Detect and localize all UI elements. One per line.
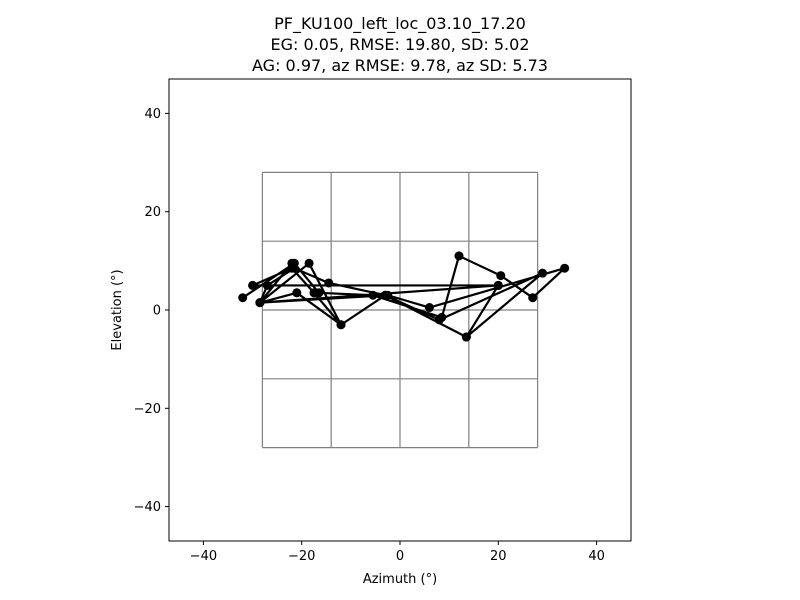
data-point — [287, 258, 297, 268]
data-point — [424, 303, 434, 313]
data-point — [528, 293, 538, 303]
y-tick-label: 20 — [144, 205, 161, 220]
data-point — [461, 332, 471, 342]
data-point — [336, 320, 346, 330]
y-tick-label: −20 — [134, 402, 161, 417]
data-point — [538, 268, 548, 278]
x-tick-label: −20 — [288, 549, 315, 564]
y-axis-label: Elevation (°) — [110, 269, 125, 350]
data-point — [380, 290, 390, 300]
data-point — [324, 278, 334, 288]
data-point — [292, 288, 302, 298]
data-point — [309, 288, 319, 298]
title-line-3: AG: 0.97, az RMSE: 9.78, az SD: 5.73 — [252, 56, 548, 75]
data-point — [255, 298, 265, 308]
data-point — [248, 280, 258, 290]
y-tick-label: 40 — [144, 107, 161, 122]
y-axis-ticks: −40 −20 0 20 40 — [134, 107, 169, 515]
y-tick-label: −40 — [134, 500, 161, 515]
x-tick-label: 20 — [490, 549, 507, 564]
data-point — [238, 293, 248, 303]
reference-grid — [261, 171, 539, 449]
data-point — [434, 315, 444, 325]
data-point — [368, 290, 378, 300]
data-point — [262, 280, 272, 290]
x-tick-label: 40 — [588, 549, 605, 564]
data-point — [454, 251, 464, 261]
x-axis-ticks: −40 −20 0 20 40 — [190, 541, 605, 564]
x-tick-label: 0 — [396, 549, 404, 564]
data-point — [493, 280, 503, 290]
title-line-1: PF_KU100_left_loc_03.10_17.20 — [274, 14, 526, 34]
data-point — [560, 263, 570, 273]
x-axis-label: Azimuth (°) — [363, 572, 437, 587]
data-point — [496, 271, 506, 281]
x-tick-label: −40 — [190, 549, 217, 564]
y-tick-label: 0 — [153, 304, 161, 319]
series-points — [238, 251, 570, 342]
title-line-2: EG: 0.05, RMSE: 19.80, SD: 5.02 — [271, 35, 530, 54]
data-point — [304, 258, 314, 268]
chart-title: PF_KU100_left_loc_03.10_17.20 EG: 0.05, … — [252, 14, 548, 75]
